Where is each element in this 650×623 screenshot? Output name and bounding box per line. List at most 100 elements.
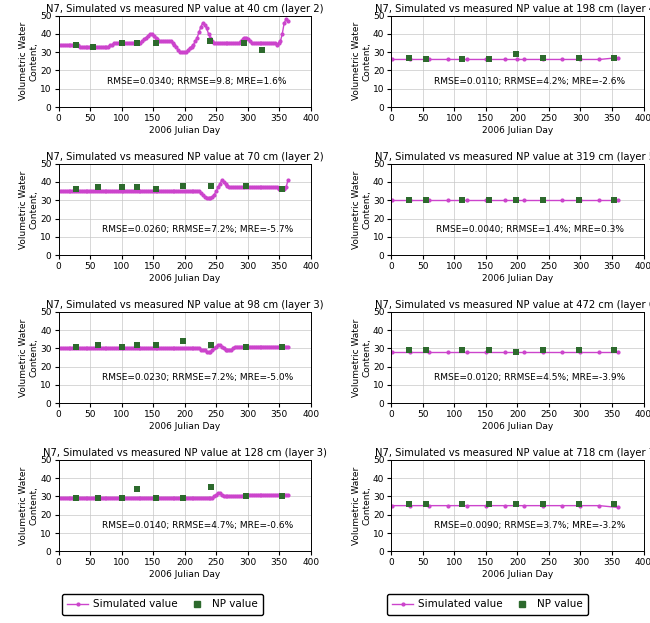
Point — [116, 38, 127, 48]
Title: N7, Simulated vs measured NP value at 70 cm (layer 2): N7, Simulated vs measured NP value at 70… — [46, 152, 324, 162]
Point — [421, 499, 431, 509]
X-axis label: 2006 Julian Day: 2006 Julian Day — [149, 126, 220, 135]
Point — [608, 499, 619, 509]
Y-axis label: Volumetric Water
Content,: Volumetric Water Content, — [20, 467, 38, 545]
Point — [404, 345, 414, 355]
Point — [92, 340, 103, 350]
Point — [457, 195, 467, 205]
Point — [151, 493, 161, 503]
Point — [151, 38, 161, 48]
Point — [132, 38, 142, 48]
Point — [457, 345, 467, 355]
Point — [92, 183, 103, 193]
Point — [484, 499, 494, 509]
Point — [404, 499, 414, 509]
X-axis label: 2006 Julian Day: 2006 Julian Day — [149, 274, 220, 283]
Point — [116, 493, 127, 503]
Point — [240, 492, 251, 502]
Point — [608, 53, 619, 63]
Point — [177, 336, 188, 346]
Text: RMSE=0.0090; RRMSE=3.7%; MRE=-3.2%: RMSE=0.0090; RRMSE=3.7%; MRE=-3.2% — [434, 521, 626, 530]
Point — [116, 341, 127, 351]
Point — [457, 54, 467, 64]
Title: N7, Simulated vs measured NP value at 198 cm (layer 4): N7, Simulated vs measured NP value at 19… — [376, 4, 650, 14]
Point — [457, 499, 467, 509]
Point — [277, 341, 287, 351]
Point — [538, 195, 548, 205]
Y-axis label: Volumetric Water
Content,: Volumetric Water Content, — [352, 467, 372, 545]
Text: RMSE=0.0230; RRMSE=7.2%; MRE=-5.0%: RMSE=0.0230; RRMSE=7.2%; MRE=-5.0% — [101, 373, 292, 382]
Text: RMSE=0.0110; RRMSE=4.2%; MRE=-2.6%: RMSE=0.0110; RRMSE=4.2%; MRE=-2.6% — [434, 77, 625, 86]
X-axis label: 2006 Julian Day: 2006 Julian Day — [149, 570, 220, 579]
Y-axis label: Volumetric Water
Content,: Volumetric Water Content, — [352, 318, 372, 397]
Point — [71, 184, 81, 194]
Point — [116, 183, 127, 193]
Point — [151, 184, 161, 194]
Legend: Simulated value, NP value: Simulated value, NP value — [387, 594, 588, 615]
Y-axis label: Volumetric Water
Content,: Volumetric Water Content, — [20, 22, 38, 100]
Text: RMSE=0.0140; RRMSE=4.7%; MRE=-0.6%: RMSE=0.0140; RRMSE=4.7%; MRE=-0.6% — [101, 521, 292, 530]
Point — [573, 499, 584, 509]
Point — [484, 345, 494, 355]
Point — [421, 54, 431, 64]
Y-axis label: Volumetric Water
Content,: Volumetric Water Content, — [352, 170, 372, 249]
Point — [510, 347, 521, 357]
Point — [151, 340, 161, 350]
Point — [538, 345, 548, 355]
Legend: Simulated value, NP value: Simulated value, NP value — [62, 594, 263, 615]
Point — [538, 53, 548, 63]
Point — [573, 345, 584, 355]
Point — [404, 53, 414, 63]
Point — [132, 484, 142, 494]
Point — [71, 341, 81, 351]
Point — [277, 184, 287, 194]
Point — [608, 195, 619, 205]
Point — [510, 49, 521, 59]
Point — [206, 340, 216, 350]
Point — [484, 195, 494, 205]
Title: N7, Simulated vs measured NP value at 40 cm (layer 2): N7, Simulated vs measured NP value at 40… — [46, 4, 323, 14]
Point — [88, 42, 98, 52]
Point — [206, 181, 216, 191]
Point — [608, 345, 619, 355]
Point — [277, 492, 287, 502]
Point — [510, 499, 521, 509]
Point — [205, 36, 215, 46]
Y-axis label: Volumetric Water
Content,: Volumetric Water Content, — [20, 318, 38, 397]
Title: N7, Simulated vs measured NP value at 98 cm (layer 3): N7, Simulated vs measured NP value at 98… — [46, 300, 323, 310]
Text: RMSE=0.0340; RRMSE=9.8; MRE=1.6%: RMSE=0.0340; RRMSE=9.8; MRE=1.6% — [107, 77, 287, 86]
Text: RMSE=0.0040; RRMSE=1.4%; MRE=0.3%: RMSE=0.0040; RRMSE=1.4%; MRE=0.3% — [436, 225, 624, 234]
Point — [573, 53, 584, 63]
Point — [257, 45, 267, 55]
Title: N7, Simulated vs measured NP value at 319 cm (layer 5): N7, Simulated vs measured NP value at 31… — [376, 152, 650, 162]
X-axis label: 2006 Julian Day: 2006 Julian Day — [482, 570, 553, 579]
Point — [404, 195, 414, 205]
Y-axis label: Volumetric Water
Content,: Volumetric Water Content, — [20, 170, 38, 249]
Title: N7, Simulated vs measured NP value at 472 cm (layer 6): N7, Simulated vs measured NP value at 47… — [376, 300, 650, 310]
X-axis label: 2006 Julian Day: 2006 Julian Day — [482, 126, 553, 135]
Y-axis label: Volumetric Water
Content,: Volumetric Water Content, — [352, 22, 372, 100]
Point — [239, 38, 250, 48]
Point — [177, 181, 188, 191]
X-axis label: 2006 Julian Day: 2006 Julian Day — [149, 422, 220, 431]
Point — [421, 195, 431, 205]
Point — [538, 499, 548, 509]
Point — [177, 493, 188, 503]
Text: RMSE=0.0120; RRMSE=4.5%; MRE=-3.9%: RMSE=0.0120; RRMSE=4.5%; MRE=-3.9% — [434, 373, 626, 382]
Point — [421, 345, 431, 355]
Title: N7, Simulated vs measured NP value at 718 cm (layer 7): N7, Simulated vs measured NP value at 71… — [376, 449, 650, 459]
Point — [71, 493, 81, 503]
X-axis label: 2006 Julian Day: 2006 Julian Day — [482, 422, 553, 431]
Point — [206, 482, 216, 492]
Point — [240, 341, 251, 351]
X-axis label: 2006 Julian Day: 2006 Julian Day — [482, 274, 553, 283]
Text: RMSE=0.0260; RRMSE=7.2%; MRE=-5.7%: RMSE=0.0260; RRMSE=7.2%; MRE=-5.7% — [101, 225, 292, 234]
Point — [71, 40, 81, 50]
Point — [132, 183, 142, 193]
Point — [240, 181, 251, 191]
Point — [573, 195, 584, 205]
Point — [92, 493, 103, 503]
Point — [132, 340, 142, 350]
Point — [510, 195, 521, 205]
Point — [484, 54, 494, 64]
